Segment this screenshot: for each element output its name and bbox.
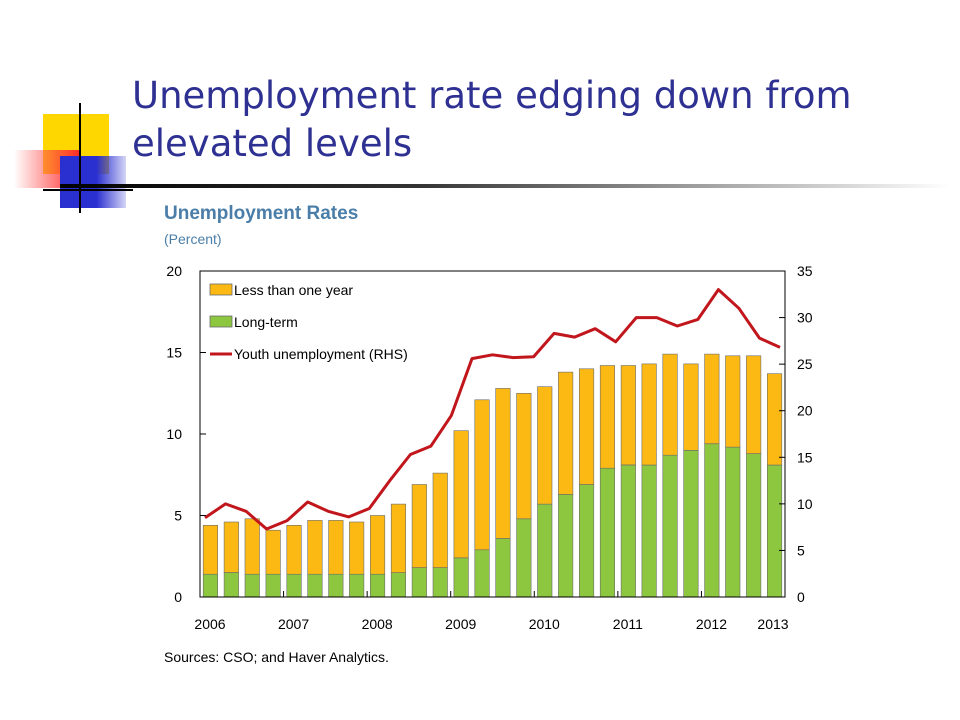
y-left-tick-label: 5 [174, 508, 182, 524]
bar-less-than-one-year [286, 524, 302, 575]
bar-long-term [599, 467, 616, 598]
legend-label: Youth unemployment (RHS) [234, 346, 408, 362]
bar-less-than-one-year [453, 430, 469, 559]
bar-less-than-one-year [349, 521, 365, 575]
series-line-youth-unemployment [204, 288, 781, 531]
bar-long-term [244, 573, 260, 598]
bar-less-than-one-year [244, 518, 260, 575]
y-right-tick-label: 10 [797, 496, 813, 512]
bar-long-term [349, 573, 365, 598]
bar-long-term [390, 572, 407, 598]
bar-less-than-one-year [495, 388, 511, 539]
y-right-tick-label: 15 [797, 449, 813, 465]
bar-long-term [369, 573, 386, 598]
bar-less-than-one-year [746, 355, 762, 454]
x-tick-label: 2011 [613, 616, 643, 632]
title-underline [60, 184, 950, 188]
y-right-tick-label: 0 [797, 589, 805, 605]
bar-long-term [307, 573, 323, 598]
bar-long-term [432, 567, 448, 598]
y-left-tick-label: 10 [166, 426, 182, 442]
bar-less-than-one-year [474, 399, 490, 551]
bar-long-term [537, 503, 553, 598]
y-right-tick-label: 35 [797, 263, 813, 279]
decor-blue-square [60, 156, 126, 208]
bar-less-than-one-year [725, 355, 741, 448]
bar-long-term [558, 493, 574, 598]
bar-long-term [725, 446, 741, 598]
bar-less-than-one-year [641, 363, 657, 466]
bar-long-term [662, 454, 678, 598]
bar-less-than-one-year [558, 371, 574, 495]
bar-long-term [265, 573, 281, 598]
bar-long-term [766, 464, 783, 598]
bar-less-than-one-year [369, 515, 386, 575]
legend-swatch [209, 283, 233, 296]
x-tick-label: 2006 [194, 616, 225, 632]
bar-less-than-one-year [766, 373, 783, 466]
bar-long-term [620, 464, 636, 598]
legend-swatch [209, 315, 233, 328]
chart-title: Unemployment Rates [164, 203, 359, 224]
y-right-tick-label: 5 [797, 542, 805, 558]
bar-less-than-one-year [578, 368, 595, 485]
legend-label: Long-term [234, 314, 298, 330]
bar-long-term [683, 449, 699, 598]
bar-long-term [223, 572, 239, 598]
x-tick-label: 2010 [529, 616, 560, 632]
slide-title: Unemployment rate edging down from eleva… [132, 74, 852, 165]
bar-long-term [516, 518, 532, 598]
x-tick-label: 2013 [757, 616, 788, 632]
bar-less-than-one-year [390, 503, 407, 573]
bar-less-than-one-year [620, 365, 636, 466]
y-right-tick-label: 20 [797, 403, 813, 419]
bar-less-than-one-year [704, 353, 720, 445]
bar-long-term [453, 557, 469, 598]
bar-less-than-one-year [599, 365, 616, 469]
bar-long-term [704, 443, 720, 598]
bar-long-term [578, 484, 595, 598]
bar-long-term [328, 573, 344, 598]
chart-subtitle: (Percent) [164, 231, 222, 247]
bar-less-than-one-year [537, 386, 553, 505]
bar-less-than-one-year [328, 520, 344, 575]
legend-label: Less than one year [234, 282, 353, 298]
bar-long-term [641, 464, 657, 598]
bar-less-than-one-year [411, 484, 427, 568]
bar-less-than-one-year [223, 521, 239, 573]
bar-less-than-one-year [265, 529, 281, 575]
bar-less-than-one-year [662, 353, 678, 456]
bar-long-term [746, 453, 762, 598]
bar-less-than-one-year [307, 520, 323, 575]
bar-long-term [411, 567, 427, 598]
y-left-tick-label: 20 [166, 263, 182, 279]
bar-long-term [474, 549, 490, 598]
bar-less-than-one-year [683, 363, 699, 451]
y-right-tick-label: 30 [797, 310, 813, 326]
x-tick-label: 2007 [278, 616, 309, 632]
x-tick-label: 2008 [362, 616, 393, 632]
bar-long-term [286, 573, 302, 598]
y-left-tick-label: 15 [166, 345, 182, 361]
decor-vertical-line [79, 103, 81, 213]
bar-long-term [495, 537, 511, 598]
x-tick-label: 2012 [696, 616, 727, 632]
y-left-tick-label: 0 [174, 589, 182, 605]
bar-long-term [202, 573, 218, 598]
bar-less-than-one-year [202, 524, 218, 575]
bar-less-than-one-year [516, 392, 532, 520]
source-note: Sources: CSO; and Haver Analytics. [164, 649, 389, 665]
x-tick-label: 2009 [445, 616, 476, 632]
y-right-tick-label: 25 [797, 356, 813, 372]
bar-less-than-one-year [432, 472, 448, 568]
decor-horizontal-line [43, 189, 133, 191]
